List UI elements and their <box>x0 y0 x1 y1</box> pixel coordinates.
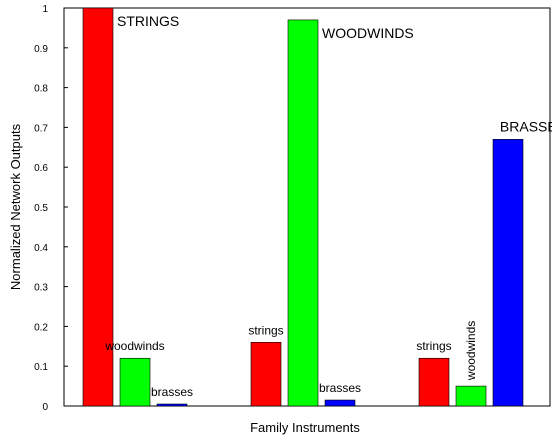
bar-label: BRASSES <box>500 118 552 134</box>
y-tick-label: 0.7 <box>34 123 48 134</box>
bars-layer <box>82 7 524 407</box>
y-axis-title: Normalized Network Outputs <box>8 123 23 290</box>
y-tick-label: 0.4 <box>34 243 48 254</box>
bar-brasses-1 <box>156 403 188 407</box>
bar-strings-3 <box>418 357 450 407</box>
bar-woodwinds-2 <box>287 19 319 407</box>
bar-label: woodwinds <box>104 339 164 353</box>
bar-label: brasses <box>319 381 361 395</box>
bar-label: brasses <box>151 385 193 399</box>
bar-woodwinds-1 <box>119 357 151 407</box>
bar-label: STRINGS <box>117 13 179 29</box>
y-tick-label: 0.2 <box>34 322 48 333</box>
bar-woodwinds-3 <box>455 385 487 407</box>
y-axis-ticks: 0 0.1 0.2 0.3 0.4 0.5 0.6 0.7 0.8 0.9 1 <box>34 4 68 413</box>
y-tick-label: 0.9 <box>34 44 48 55</box>
bar-label: WOODWINDS <box>322 25 414 41</box>
y-tick-label: 1 <box>42 4 48 15</box>
bar-label: strings <box>248 323 283 337</box>
y-tick-label: 0.1 <box>34 362 48 373</box>
bar-brasses-3 <box>492 139 524 407</box>
bar-brasses-2 <box>324 399 356 407</box>
bar-label: strings <box>416 339 451 353</box>
y-tick-label: 0.5 <box>34 203 48 214</box>
y-tick-label: 0.6 <box>34 163 48 174</box>
y-tick-label: 0 <box>42 402 48 413</box>
x-axis-title: Family Instruments <box>250 420 360 435</box>
y-tick-label: 0.3 <box>34 283 48 294</box>
bar-label: woodwinds <box>464 321 478 381</box>
y-tick-label: 0.8 <box>34 84 48 95</box>
bar-labels-layer: STRINGS woodwinds brasses strings WOODWINDS b… <box>104 13 552 399</box>
bar-strings-2 <box>250 342 282 407</box>
bar-strings-1 <box>82 7 114 407</box>
